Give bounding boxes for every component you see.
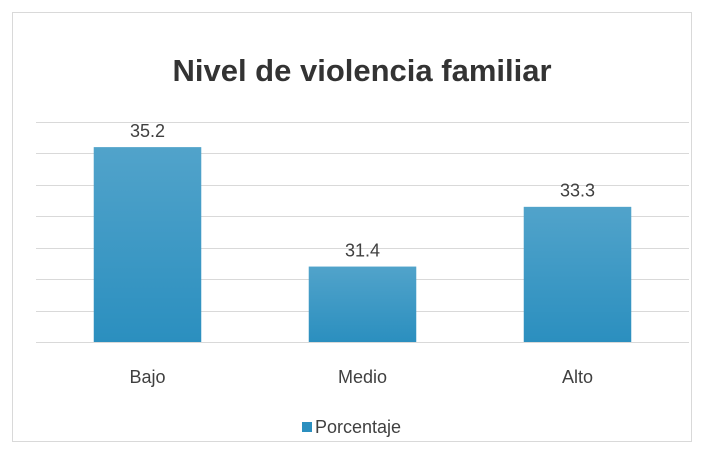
x-tick-label: Medio <box>338 367 387 387</box>
legend-label: Porcentaje <box>315 417 401 437</box>
legend-swatch <box>302 422 312 432</box>
x-tick-label: Alto <box>562 367 593 387</box>
bar <box>523 206 632 342</box>
data-label: 31.4 <box>345 240 380 260</box>
x-tick-label: Bajo <box>129 367 165 387</box>
chart-title: Nivel de violencia familiar <box>172 53 551 88</box>
bar <box>93 147 202 342</box>
data-label: 35.2 <box>130 121 165 141</box>
data-label: 33.3 <box>560 181 595 201</box>
bar <box>308 266 417 342</box>
